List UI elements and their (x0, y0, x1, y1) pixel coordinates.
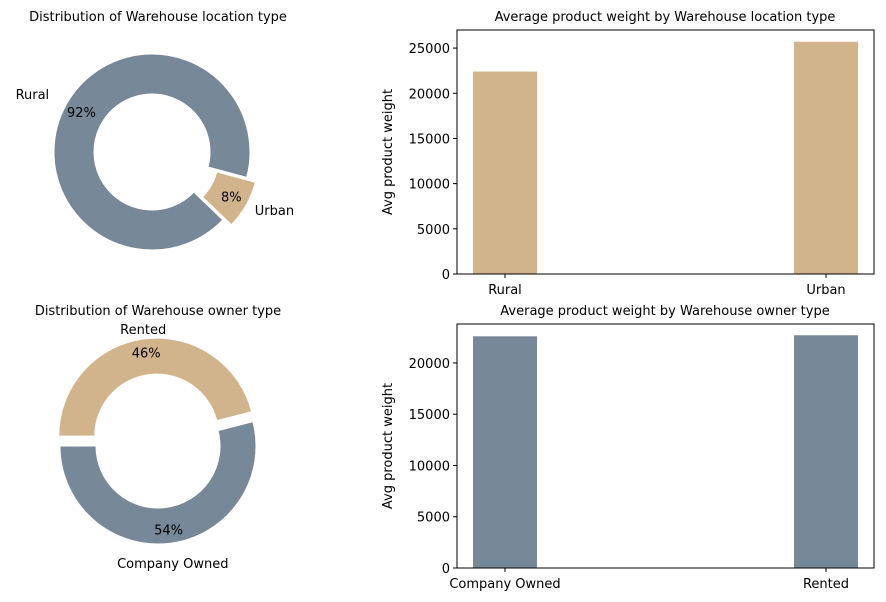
y-tick-label: 20000 (409, 357, 450, 372)
plot-frame (456, 323, 875, 569)
slice-label-rural: Rural (16, 88, 50, 103)
bar-rural (473, 71, 537, 274)
y-tick-label: 0 (442, 562, 450, 577)
slice-label-company-owned: Company Owned (117, 557, 228, 572)
donut-slice-urban (201, 171, 256, 226)
slice-label-rented: Rented (120, 323, 166, 338)
location-donut-title: Distribution of Warehouse location type (29, 10, 287, 25)
y-tick-label: 15000 (409, 132, 450, 147)
y-tick-label: 10000 (409, 178, 450, 193)
y-tick-label: 25000 (409, 42, 450, 57)
y-tick-label: 10000 (409, 459, 450, 474)
y-tick-label: 5000 (417, 223, 450, 238)
slice-label-urban: Urban (255, 204, 294, 219)
x-tick-label: Urban (806, 283, 845, 298)
x-tick-label: Rural (488, 283, 522, 298)
bar-rented (794, 335, 858, 568)
owner-type-donut: Distribution of Warehouse owner type Com… (35, 304, 281, 572)
donut-slice-rented (58, 337, 253, 437)
owner-donut-title: Distribution of Warehouse owner type (35, 304, 281, 319)
y-tick-label: 5000 (417, 511, 450, 526)
y-tick-label: 0 (442, 268, 450, 283)
x-tick-label: Company Owned (449, 577, 560, 592)
owner-weight-bar-chart: Average product weight by Warehouse owne… (381, 304, 875, 592)
y-tick-label: 20000 (409, 87, 450, 102)
location-bar-ylabel: Avg product weight (381, 89, 396, 215)
slice-pct-company-owned: 54% (154, 523, 183, 538)
bar-company-owned (473, 336, 537, 568)
slice-pct-rural: 92% (67, 106, 96, 121)
plot-frame (456, 29, 875, 275)
x-tick-label: Rented (803, 577, 849, 592)
donut-slice-rural (53, 53, 251, 251)
y-tick-label: 15000 (409, 408, 450, 423)
slice-pct-rented: 46% (132, 347, 161, 362)
location-weight-bar-chart: Average product weight by Warehouse loca… (381, 10, 875, 298)
location-bar-title: Average product weight by Warehouse loca… (495, 10, 836, 25)
slice-pct-urban: 8% (221, 191, 242, 206)
location-type-donut: Distribution of Warehouse location type … (16, 10, 294, 251)
bar-urban (794, 41, 858, 274)
donut-slice-company-owned (59, 421, 257, 545)
owner-bar-ylabel: Avg product weight (381, 383, 396, 509)
owner-bar-title: Average product weight by Warehouse owne… (500, 304, 829, 319)
